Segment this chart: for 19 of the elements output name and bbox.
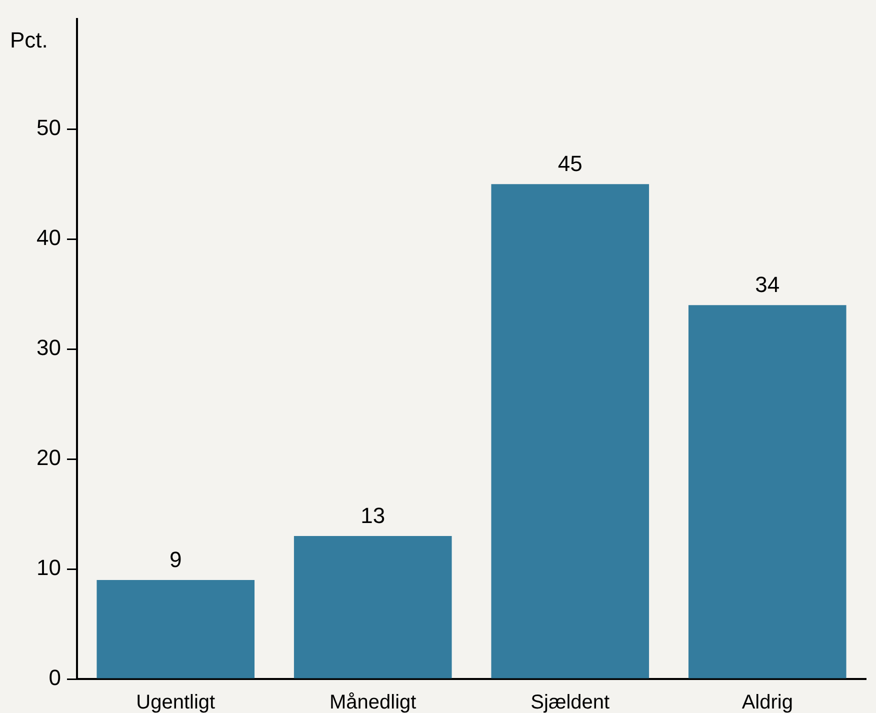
x-tick-label: Aldrig <box>742 692 793 713</box>
y-tick-label: 20 <box>36 445 61 470</box>
bar <box>294 536 452 678</box>
y-tick-label: 30 <box>36 335 61 360</box>
bar <box>96 580 255 678</box>
y-tick-label: 0 <box>48 665 61 690</box>
x-tick-label: Sjældent <box>530 692 610 713</box>
bar <box>688 305 846 678</box>
x-tick-label: Månedligt <box>330 692 417 713</box>
bar <box>491 184 650 678</box>
y-tick-label: 50 <box>36 115 61 140</box>
y-tick-label: 10 <box>36 555 61 580</box>
data-label: 45 <box>558 151 582 176</box>
x-tick-label: Ugentligt <box>136 692 216 713</box>
data-label: 13 <box>360 503 386 528</box>
y-tick-label: 40 <box>36 225 61 250</box>
data-label: 9 <box>170 547 182 572</box>
data-label: 34 <box>755 272 780 298</box>
y-axis-title: Pct. <box>10 27 48 52</box>
